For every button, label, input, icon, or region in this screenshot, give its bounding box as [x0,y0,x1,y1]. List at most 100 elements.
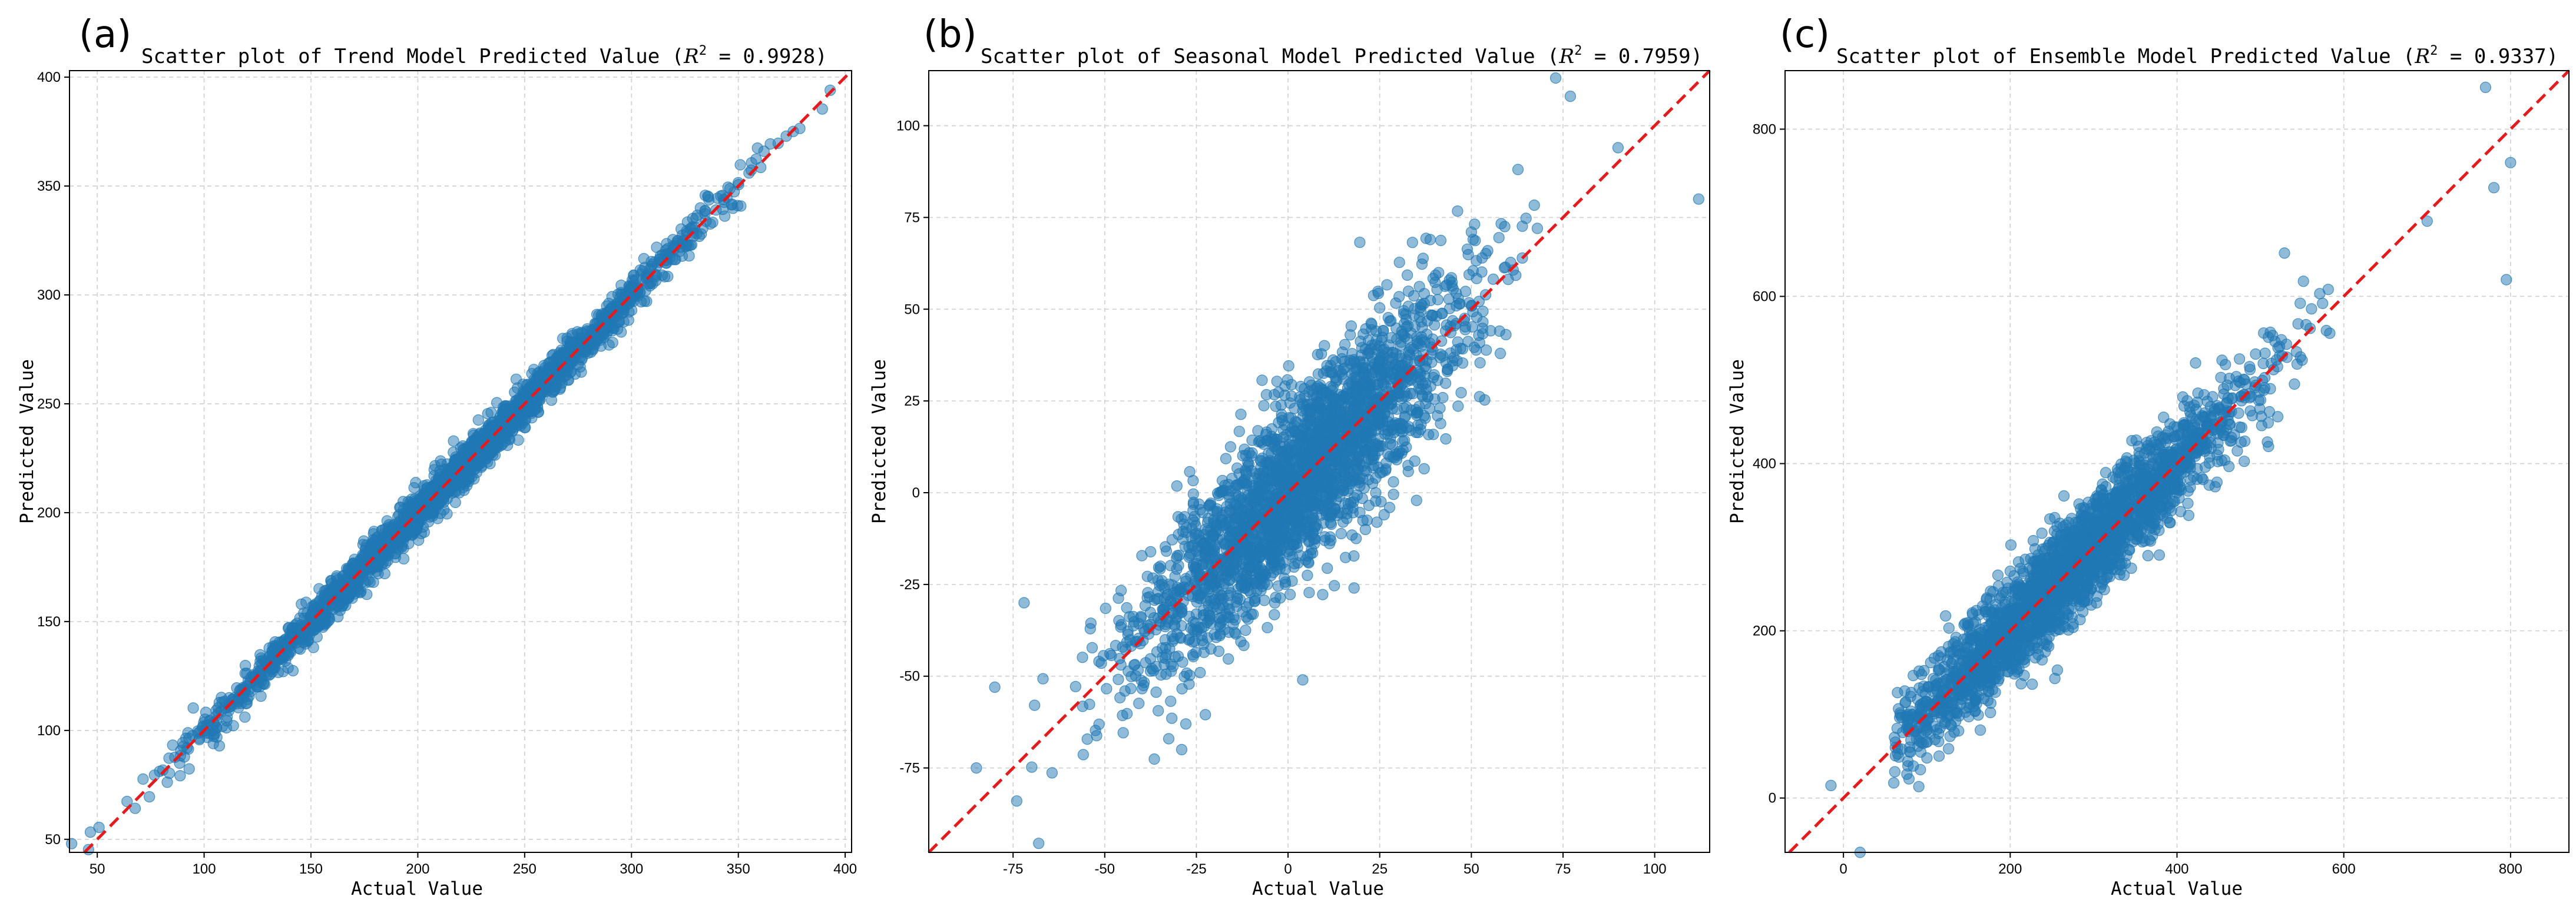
scatter-point [1345,329,1356,341]
scatter-point [1502,274,1514,285]
scatter-point [1317,589,1329,600]
scatter-point [1371,516,1383,528]
scatter-point [1495,218,1507,230]
scatter-point [1340,476,1352,489]
scatter-point [1140,657,1152,669]
scatter-point [1418,463,1430,474]
scatter-point [662,271,674,283]
y-tick-label: 100 [37,723,61,739]
scatter-point [1370,495,1382,507]
y-tick-label: 300 [37,287,61,303]
scatter-point [734,159,746,171]
scatter-point [1366,324,1378,336]
gridlines [69,71,852,852]
scatter-point [1383,502,1396,513]
scatter-point [1200,709,1211,721]
reference-line-layer [83,69,853,854]
scatter-point [304,610,316,622]
scatter-point [287,665,299,677]
scatter-point [1435,417,1446,430]
scatter-point [1517,220,1528,232]
scatter-point [1493,232,1505,244]
scatter-point [1033,838,1045,849]
scatter-point [1385,438,1396,450]
scatter-point [1117,727,1129,739]
scatter-point [1180,718,1192,730]
y-tick-label: 250 [37,396,61,412]
scatter-point [1339,338,1351,350]
scatter-point [1117,709,1128,722]
scatter-point [1417,253,1429,264]
scatter-point [1402,269,1413,281]
scatter-point [681,239,693,251]
scatter-point [263,669,275,681]
scatter-point [703,191,714,203]
scatter-point [137,773,149,785]
scatter-point [1260,543,1272,555]
scatter-point [1084,698,1095,711]
x-tick-label: 250 [513,861,537,877]
scatter-point [187,702,199,714]
scatter-point [512,434,524,446]
scatter-point [724,182,736,194]
chart-title: Scatter plot of Trend Model Predicted Va… [141,44,827,68]
scatter-point [1269,389,1280,401]
scatter-point [1429,277,1441,288]
scatter-point [577,327,589,339]
scatter-point [1046,767,1058,779]
scatter-point [1350,533,1362,545]
scatter-point [322,615,334,627]
y-tick-label: 200 [37,505,61,521]
scatter-point [1531,223,1543,234]
scatter-point [1070,680,1081,692]
scatter-point [1381,279,1393,291]
scatter-point [1169,570,1181,582]
scatter-point [1403,285,1415,297]
scatter-point [1077,652,1088,663]
title-prefix: Scatter plot of Trend Model Predicted Va… [141,45,684,68]
scatter-point [1203,606,1214,619]
scatter-point [65,838,78,849]
scatter-point [1312,348,1323,361]
scatter-point [1256,374,1268,386]
scatter-point [1384,450,1396,463]
scatter-point [1388,476,1399,488]
scatter-point [1026,761,1038,773]
scatter-point [1133,698,1145,709]
scatter-point [1100,602,1111,615]
scatter-point [1136,683,1148,695]
scatter-point [1171,480,1183,492]
scatter-point [1307,547,1319,559]
scatter-point [1258,400,1270,411]
scatter-point [163,752,175,764]
scatter-point [312,620,325,633]
scatter-point [410,477,422,489]
scatter-point [1029,699,1041,711]
scatter-point [1153,586,1164,597]
scatter-point [772,137,784,149]
scatter-point [1402,300,1414,313]
scatter-point [1462,249,1474,261]
scatter-point [1443,293,1455,305]
scatter-point [1329,580,1340,592]
scatter-point [360,542,372,554]
scatter-point [641,296,653,307]
scatter-point [302,635,314,647]
scatter-point [1388,489,1399,500]
scatter-point [559,347,571,358]
r2-exponent: 2 [1574,44,1582,58]
scatter-point [1187,649,1199,661]
scatter-point [1299,383,1310,394]
scatter-point [1453,298,1465,310]
scatter-point [1425,294,1436,307]
r2-symbol: R [1559,45,1575,68]
scatter-point [1121,602,1133,614]
scatter-point [1101,683,1112,695]
scatter-point [1224,441,1236,453]
scatter-point [1374,302,1386,314]
scatter-point [93,821,105,834]
scatter-point [1166,712,1178,724]
scatter-point [699,205,711,217]
scatter-point [468,460,481,472]
scatter-point [618,304,630,316]
